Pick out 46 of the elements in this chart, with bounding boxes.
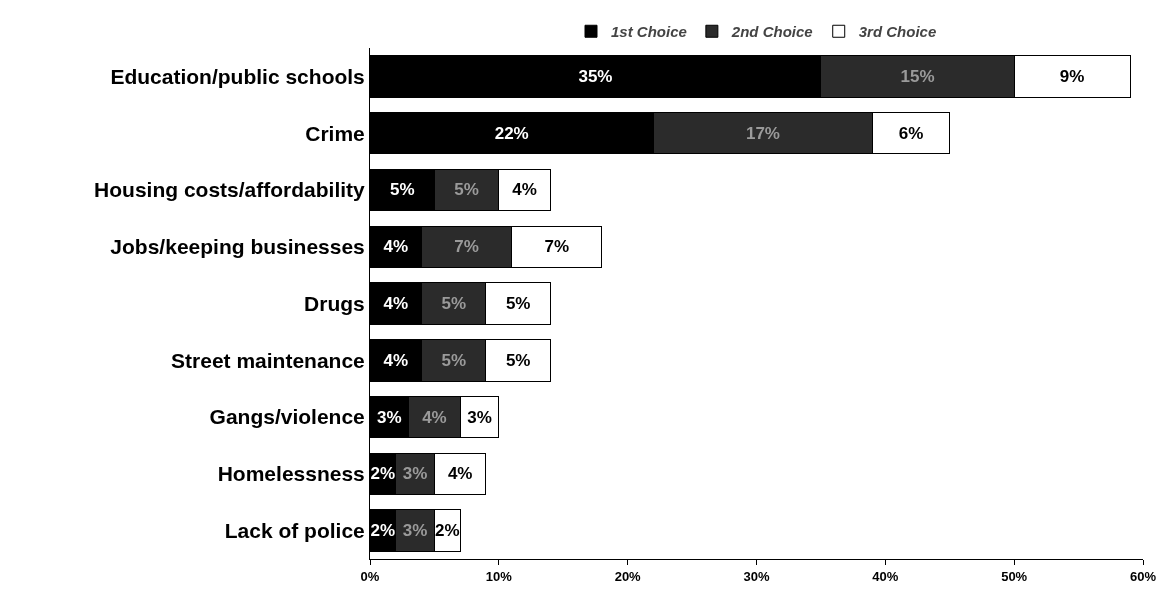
data-label: 4% xyxy=(447,464,473,484)
x-tick-label: 30% xyxy=(743,568,770,584)
y-tick-label: Drugs xyxy=(304,291,365,315)
x-tick-label: 60% xyxy=(1129,568,1157,584)
data-label: 2% xyxy=(370,464,396,484)
data-label: 7% xyxy=(544,237,570,257)
data-label: 9% xyxy=(1059,66,1085,86)
data-label: 15% xyxy=(900,66,935,86)
legend-label: 2nd Choice xyxy=(730,23,813,41)
data-label: 17% xyxy=(745,123,780,143)
y-tick-label: Education/public schools xyxy=(110,64,365,88)
data-label: 3% xyxy=(467,407,492,427)
y-tick-label: Gangs/violence xyxy=(209,405,365,429)
data-label: 35% xyxy=(578,66,613,86)
data-label: 4% xyxy=(512,180,537,200)
data-label: 4% xyxy=(383,294,409,313)
data-label: 5% xyxy=(389,180,415,200)
x-tick-label: 50% xyxy=(1001,568,1028,584)
data-label: 5% xyxy=(441,350,467,370)
data-label: 5% xyxy=(505,350,531,370)
y-tick-label: Street maintenance xyxy=(171,348,365,372)
y-tick-label: Crime xyxy=(305,121,365,145)
data-label: 2% xyxy=(370,521,396,541)
x-tick-label: 10% xyxy=(485,568,513,584)
y-tick-label: Homelessness xyxy=(217,462,365,486)
legend-label: 1st Choice xyxy=(611,23,687,41)
y-tick-label: Lack of police xyxy=(224,518,365,542)
data-label: 5% xyxy=(505,294,531,313)
x-tick-label: 0% xyxy=(360,568,380,584)
x-tick-label: 40% xyxy=(872,568,899,584)
data-label: 2% xyxy=(435,521,460,541)
data-label: 6% xyxy=(898,123,924,143)
data-label: 3% xyxy=(402,464,428,484)
data-label: 5% xyxy=(441,294,467,313)
legend-label: 3rd Choice xyxy=(858,23,937,41)
data-label: 4% xyxy=(383,237,409,257)
data-label: 5% xyxy=(454,180,479,200)
data-label: 22% xyxy=(494,123,529,143)
data-label: 4% xyxy=(422,407,447,427)
data-label: 3% xyxy=(402,521,428,541)
y-tick-label: Jobs/keeping businesses xyxy=(110,235,365,259)
data-label: 7% xyxy=(454,237,479,257)
x-tick-label: 20% xyxy=(614,568,642,584)
data-label: 4% xyxy=(383,350,409,370)
y-tick-label: Housing costs/affordability xyxy=(94,178,366,202)
data-label: 3% xyxy=(377,407,402,427)
